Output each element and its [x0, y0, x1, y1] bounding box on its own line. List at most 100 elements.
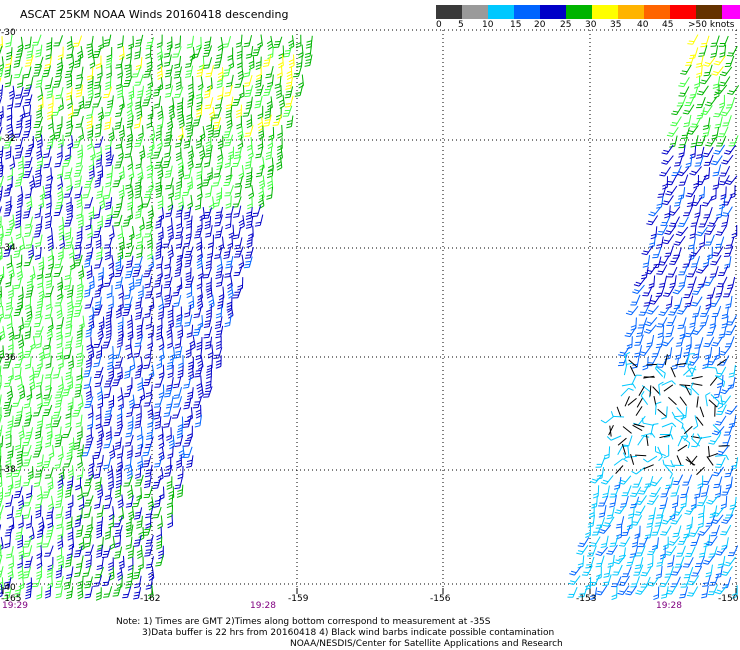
wind-barb	[83, 526, 94, 538]
wind-barb	[54, 386, 64, 399]
wind-barb	[631, 515, 643, 526]
wind-barb	[116, 456, 124, 471]
wind-barb	[716, 404, 727, 416]
wind-barb	[94, 174, 102, 188]
wind-barb	[137, 456, 144, 470]
wind-barb	[28, 175, 36, 190]
wind-barb	[670, 514, 683, 525]
wind-barb	[725, 96, 736, 109]
wind-barb	[176, 215, 183, 230]
wind-barb	[691, 284, 704, 295]
wind-barb	[87, 85, 94, 99]
wind-barb	[125, 425, 134, 438]
wind-barb	[677, 186, 686, 200]
wind-barb	[195, 404, 202, 419]
wind-barb	[3, 576, 12, 590]
wind-barb	[15, 205, 22, 220]
wind-barb	[75, 524, 84, 538]
wind-barb	[164, 266, 172, 280]
wind-barb	[114, 356, 124, 369]
wind-barb	[232, 94, 242, 106]
wind-barb	[687, 276, 697, 288]
wind-barb	[209, 106, 216, 121]
wind-barb	[723, 144, 736, 155]
wind-barb	[729, 185, 736, 199]
wind-barb	[600, 475, 614, 485]
wind-barb	[233, 226, 242, 240]
wind-barb	[134, 335, 144, 348]
wind-barb	[659, 434, 671, 439]
wind-barb	[155, 177, 162, 191]
wind-barb	[245, 206, 253, 220]
wind-barb	[0, 465, 2, 478]
wind-barb	[146, 114, 153, 129]
wind-barb	[6, 506, 14, 520]
wind-barb	[633, 564, 644, 576]
wind-barb	[156, 355, 163, 370]
wind-barb	[145, 534, 154, 547]
wind-barb	[609, 495, 617, 508]
wind-barb	[183, 206, 192, 220]
wind-barb	[72, 405, 82, 417]
wind-barb	[35, 505, 42, 519]
wind-barb	[685, 155, 693, 168]
wind-barb	[689, 145, 697, 159]
wind-barb	[73, 437, 82, 451]
wind-barb	[709, 296, 721, 308]
wind-barb	[655, 363, 664, 377]
wind-barb	[102, 86, 112, 99]
wind-barb	[602, 485, 610, 499]
wind-barb	[719, 44, 727, 58]
wind-barb	[35, 374, 44, 388]
wind-barb	[712, 164, 722, 177]
wind-barb	[683, 526, 692, 539]
wind-barb	[74, 186, 83, 199]
wind-barb	[85, 386, 92, 401]
wind-barb	[646, 334, 655, 348]
wind-barb	[175, 205, 184, 218]
wind-barb	[640, 390, 649, 405]
wind-barb	[15, 225, 22, 240]
wind-barb	[46, 325, 53, 340]
wind-barb	[715, 454, 729, 461]
wind-barb	[669, 507, 677, 521]
wind-barb	[24, 186, 33, 199]
wind-barb	[625, 305, 639, 316]
wind-barb	[82, 565, 92, 578]
wind-barb	[57, 46, 64, 61]
wind-barb	[613, 554, 627, 565]
wind-barb	[118, 166, 125, 181]
wind-barb	[244, 246, 254, 259]
wind-barb	[274, 75, 282, 89]
wind-barb	[691, 566, 703, 577]
wind-barb	[192, 396, 202, 409]
wind-barb	[676, 545, 686, 557]
wind-barb	[187, 407, 193, 422]
wind-barb	[629, 365, 636, 377]
wind-barb	[78, 496, 85, 511]
wind-barb	[174, 335, 182, 349]
wind-barb	[703, 336, 715, 348]
wind-barb	[178, 445, 185, 460]
wind-barb	[168, 486, 175, 501]
wind-barb	[196, 175, 203, 190]
wind-barb	[669, 254, 681, 265]
wind-barb	[213, 347, 223, 359]
scale-label: >50 knots	[688, 20, 735, 30]
wind-barb	[167, 335, 173, 349]
wind-barb	[678, 86, 690, 97]
wind-barb	[721, 537, 729, 550]
wind-barb	[217, 146, 223, 161]
wind-barb	[22, 434, 32, 447]
wind-barb	[201, 174, 212, 187]
wind-barb	[12, 395, 22, 407]
wind-barb	[695, 64, 703, 78]
wind-barb	[683, 425, 693, 435]
wind-barb	[54, 256, 63, 269]
wind-barb	[12, 465, 22, 478]
wind-barb	[678, 76, 690, 88]
wind-barb	[103, 236, 113, 249]
wind-barb	[675, 362, 687, 366]
wind-barb	[176, 247, 184, 261]
wind-barb	[45, 275, 53, 289]
